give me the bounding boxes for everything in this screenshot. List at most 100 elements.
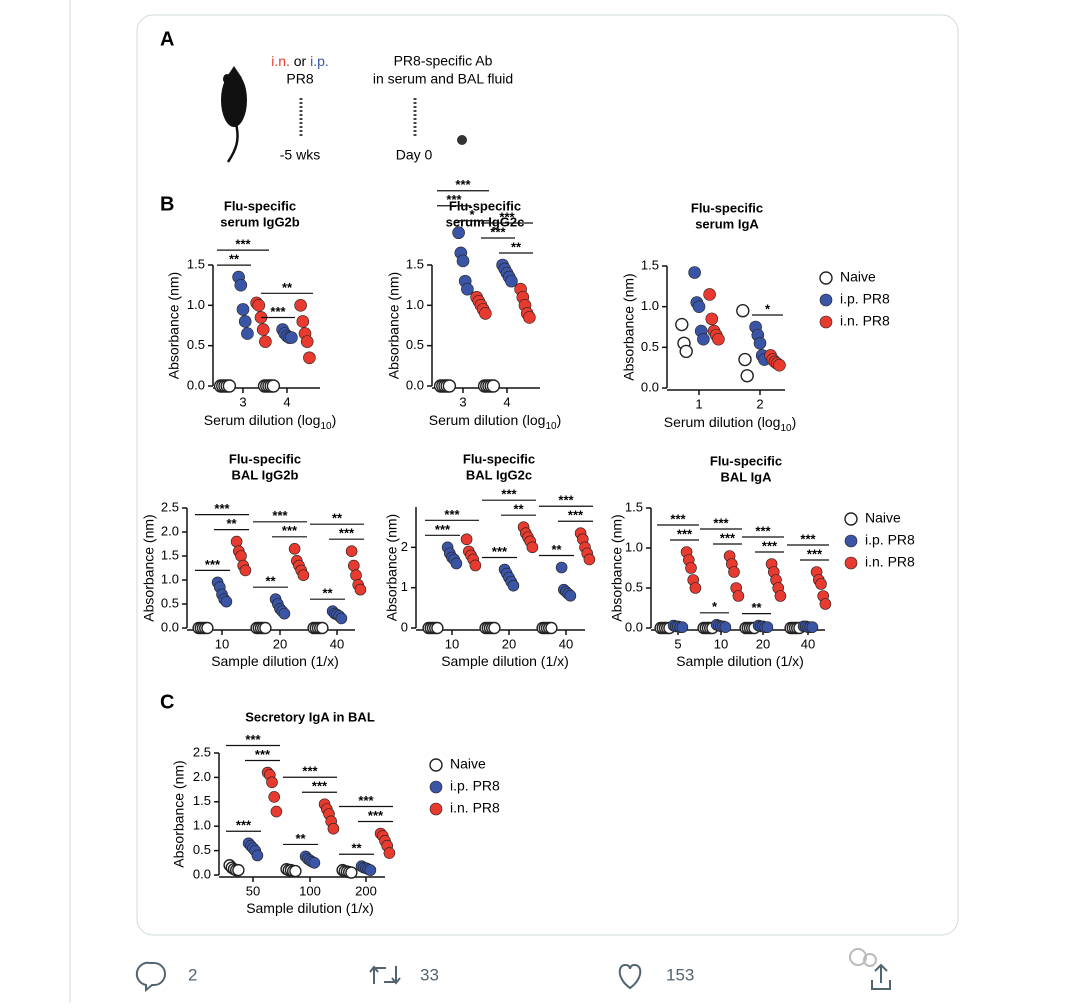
significance-label: * <box>469 207 475 222</box>
significance-label: *** <box>339 526 355 541</box>
y-tick-label: 2.5 <box>161 499 179 514</box>
legend-label: i.p. PR8 <box>450 778 500 794</box>
significance-label: *** <box>755 523 771 538</box>
legend-marker <box>844 512 858 526</box>
data-point <box>712 332 725 346</box>
data-point <box>347 559 360 572</box>
data-point <box>241 327 254 340</box>
legend-marker <box>429 758 443 772</box>
x-tick-label: 40 <box>330 636 344 651</box>
y-tick-label: 1.5 <box>161 547 179 562</box>
y-tick-label: 0.5 <box>193 842 211 857</box>
watermark-icon <box>849 948 877 967</box>
significance-label: *** <box>255 747 271 762</box>
significance-label: ** <box>351 841 362 856</box>
data-point <box>719 621 732 634</box>
x-tick-label: 3 <box>239 394 246 409</box>
x-axis-label-part: 10 <box>320 421 332 432</box>
data-point <box>676 621 689 634</box>
y-axis-label: Absorbance (nm) <box>166 272 182 379</box>
readout-label: PR8-specific Ab <box>394 53 493 69</box>
naive-point <box>232 863 245 877</box>
reply-count: 2 <box>188 965 197 984</box>
naive-point <box>266 379 281 393</box>
significance-label: ** <box>513 502 524 517</box>
x-axis-label-part: Sample dilution (1/x) <box>211 653 339 669</box>
y-axis-label: Absorbance (nm) <box>141 514 157 621</box>
significance-label: ** <box>295 831 306 846</box>
data-point <box>732 590 745 602</box>
x-tick-label: 4 <box>283 394 290 409</box>
data-point <box>297 569 310 582</box>
chart-title: Flu-specific <box>691 200 763 215</box>
y-tick-label: 2 <box>401 539 408 554</box>
legend-label: Naive <box>865 510 901 526</box>
naive-point <box>316 621 329 635</box>
significance-label: *** <box>720 530 736 545</box>
x-tick-label: 200 <box>355 883 377 898</box>
y-tick-label: 1.5 <box>193 793 211 808</box>
x-tick-label: 40 <box>559 636 573 651</box>
share-button[interactable] <box>871 963 891 990</box>
data-point <box>523 311 536 324</box>
chart-title: BAL IgA <box>720 469 772 484</box>
chart-title: Flu-specific <box>224 198 296 213</box>
naive-point <box>740 369 754 383</box>
significance-label: *** <box>558 493 574 508</box>
naive-point <box>486 379 501 393</box>
chart-title: BAL IgG2b <box>232 467 299 482</box>
mouse-icon <box>221 66 247 163</box>
y-tick-label: 0.5 <box>187 337 205 352</box>
y-axis-label: Absorbance (nm) <box>384 514 400 621</box>
significance-label: *** <box>444 507 460 522</box>
data-point <box>703 288 716 301</box>
y-tick-label: 0 <box>401 619 408 634</box>
data-point <box>303 351 316 365</box>
significance-label: *** <box>282 523 298 538</box>
media-card[interactable] <box>136 14 959 936</box>
significance-label: *** <box>455 177 471 192</box>
panel-label: B <box>160 193 174 215</box>
data-point <box>350 569 362 582</box>
x-axis-label-part: ) <box>792 414 797 430</box>
panel-label: A <box>160 28 174 50</box>
significance-label: *** <box>302 764 318 779</box>
significance-label: *** <box>245 732 261 747</box>
naive-point <box>259 621 272 635</box>
significance-label: *** <box>446 192 462 207</box>
chart-title: BAL IgG2c <box>466 467 532 482</box>
significance-label: ** <box>229 252 240 267</box>
x-axis-label: Serum dilution (log10) <box>664 414 797 434</box>
retweet-button[interactable] <box>369 965 401 985</box>
y-tick-label: 1.5 <box>187 256 205 271</box>
significance-label: ** <box>751 600 762 615</box>
data-point <box>294 299 307 312</box>
data-point <box>235 550 247 562</box>
route-label: i.n. or i.p. <box>271 53 329 69</box>
significance-label: *** <box>492 544 508 559</box>
data-point <box>689 582 702 594</box>
chart-title: Secretory IgA in BAL <box>245 709 375 724</box>
chart-title: Flu-specific <box>449 198 521 213</box>
x-axis-label-part: Sample dilution (1/x) <box>676 653 804 669</box>
data-point <box>335 612 348 625</box>
chart-title: serum IgA <box>695 216 759 231</box>
y-tick-label: 0.0 <box>193 866 211 881</box>
x-axis-label: Serum dilution (log10) <box>429 412 562 432</box>
data-point <box>239 564 252 577</box>
reply-button[interactable] <box>135 961 166 993</box>
data-point <box>285 331 298 344</box>
retweet-count: 33 <box>420 965 439 984</box>
x-axis-label: Sample dilution (1/x) <box>676 653 804 669</box>
naive-point <box>679 344 693 359</box>
y-axis-label: Absorbance (nm) <box>171 760 187 867</box>
significance-label: ** <box>226 516 237 531</box>
like-button[interactable] <box>618 964 642 990</box>
x-axis-label-part: Serum dilution (log <box>664 414 781 430</box>
naive-point <box>738 352 752 367</box>
data-point <box>456 254 470 268</box>
y-tick-label: 0.0 <box>161 619 179 634</box>
